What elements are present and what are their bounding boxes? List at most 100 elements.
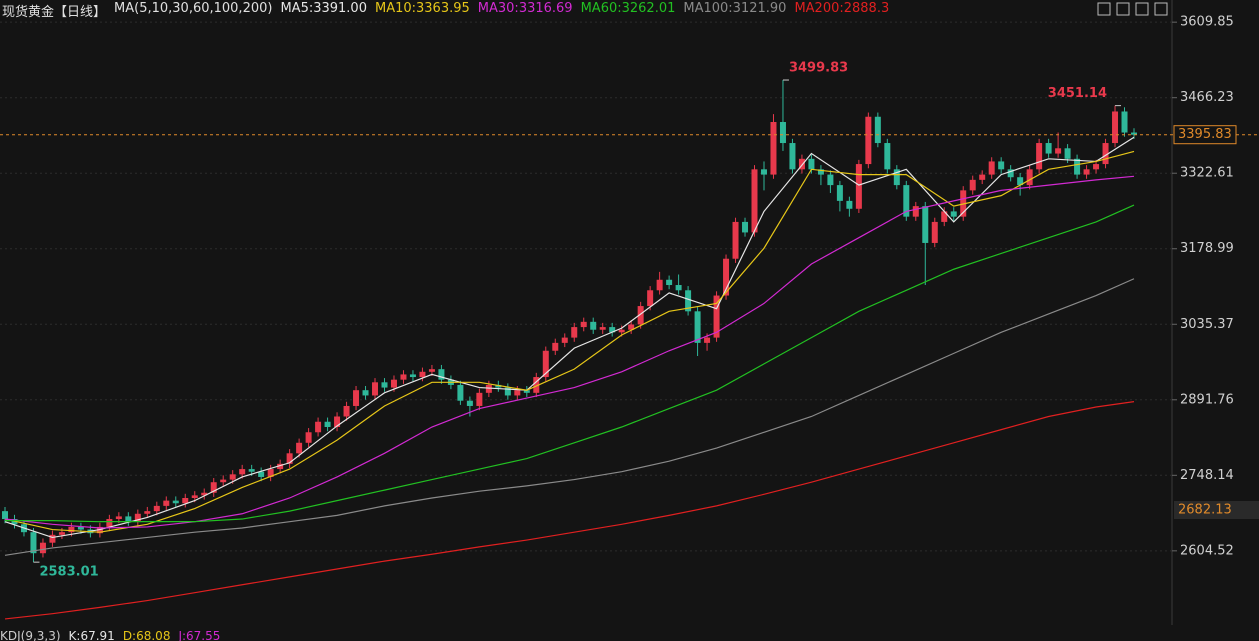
candle-body [647, 290, 654, 307]
toolbar[interactable] [1097, 2, 1168, 16]
tool-icon[interactable] [1135, 2, 1149, 16]
indicator-value: J:67.55 [178, 629, 221, 641]
candle-body [912, 206, 919, 217]
candle-body [1026, 169, 1033, 186]
candle-body [931, 221, 938, 243]
y-tick-label: 2748.14 [1180, 468, 1234, 483]
level-box [1174, 501, 1259, 520]
y-tick-label: 3609.85 [1180, 15, 1234, 30]
candle-body [381, 382, 388, 388]
candle-body [656, 279, 663, 291]
candle-body [58, 532, 65, 535]
y-tick-label: 3466.23 [1180, 90, 1234, 105]
candle-body [201, 492, 208, 496]
candle-body [125, 516, 132, 522]
candle-body [514, 390, 521, 396]
candle-body [704, 337, 711, 343]
candle-body [903, 185, 910, 217]
candle-body [571, 327, 578, 338]
legend-entry: MA200:2888.3 [794, 1, 890, 16]
candle-body [732, 221, 739, 259]
candle-body [30, 532, 37, 554]
candle-body [296, 442, 303, 454]
candle-body [428, 369, 435, 372]
candle-body [353, 390, 360, 406]
candle-body [286, 453, 293, 464]
candle-body [922, 206, 929, 243]
candle-body [675, 285, 682, 291]
candle-body [523, 390, 530, 393]
legend-entry: MA100:3121.90 [683, 1, 787, 16]
ma-line [4, 401, 1135, 620]
legend-entry: MA10:3363.95 [374, 1, 470, 16]
candle-body [134, 513, 141, 522]
candle-body [1045, 143, 1052, 154]
candle-body [248, 469, 255, 472]
candle-body [846, 200, 853, 209]
candle-body [172, 500, 179, 504]
candle-body [153, 505, 160, 512]
candle-body [362, 390, 369, 396]
candle-body [998, 161, 1005, 170]
candle-body [590, 321, 597, 330]
low-label: 2583.01 [39, 565, 98, 580]
candle-body [580, 321, 587, 328]
ma-line [5, 204, 1135, 523]
candle-body [343, 405, 350, 417]
level-label: 2682.13 [1178, 503, 1232, 518]
candle-body [1074, 158, 1081, 175]
candle-body [220, 479, 227, 483]
candle-body [466, 400, 473, 406]
candle-body [372, 382, 379, 396]
ma-line [4, 150, 1135, 533]
candle-body [68, 526, 75, 533]
candle-body [770, 122, 777, 175]
candle-body [258, 471, 265, 477]
indicator-value: K:67.91 [68, 629, 115, 641]
ma-line [4, 278, 1135, 556]
candle-body [390, 379, 397, 388]
candle-body [637, 306, 644, 325]
candle-body [723, 258, 730, 296]
candle-body [182, 497, 189, 504]
candle-body [106, 519, 113, 527]
y-tick-label: 2604.52 [1180, 543, 1234, 558]
candle-body [884, 143, 891, 170]
candle-body [685, 290, 692, 312]
candle-body [1093, 164, 1100, 170]
candle-body [808, 158, 815, 170]
y-tick-label: 3035.37 [1180, 317, 1234, 332]
tool-icon[interactable] [1154, 2, 1168, 16]
candle-body [1036, 143, 1043, 170]
last-price-box [1173, 125, 1237, 145]
candle-body [239, 469, 246, 475]
candle-body [277, 463, 284, 470]
y-tick-label: 3178.99 [1180, 241, 1234, 256]
candle-body [334, 416, 341, 428]
candle-body [1007, 169, 1014, 178]
high-label: 3451.14 [1048, 86, 1107, 101]
candle-body [1017, 177, 1024, 186]
tool-icon[interactable] [1116, 2, 1130, 16]
candle-body [694, 311, 701, 343]
legend-entry: MA5:3391.00 [280, 1, 367, 16]
candle-body [779, 122, 786, 144]
header: 现货黄金【日线】 MA(5,10,30,60,100,200) MA5:3391… [2, 1, 889, 20]
candle-body [504, 387, 511, 396]
tool-icon[interactable] [1097, 2, 1111, 16]
candle-body [1102, 143, 1109, 165]
candle-body [485, 384, 492, 393]
candle-body [144, 511, 151, 514]
candle-body [476, 392, 483, 406]
y-tick-label: 2891.76 [1180, 392, 1234, 407]
legend-entry: MA60:3262.01 [580, 1, 676, 16]
indicator-name: KDJ(9,3,3) [0, 629, 61, 641]
candle-body [789, 143, 796, 170]
candle-body [305, 432, 312, 443]
candle-body [874, 116, 881, 144]
candle-body [229, 474, 236, 480]
candle-body [315, 421, 322, 433]
y-tick-label: 3322.61 [1180, 166, 1234, 181]
